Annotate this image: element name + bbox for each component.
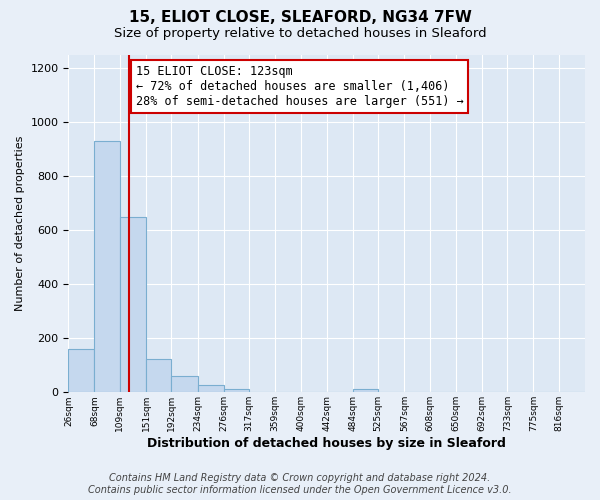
- X-axis label: Distribution of detached houses by size in Sleaford: Distribution of detached houses by size …: [147, 437, 506, 450]
- Text: 15, ELIOT CLOSE, SLEAFORD, NG34 7FW: 15, ELIOT CLOSE, SLEAFORD, NG34 7FW: [128, 10, 472, 25]
- Bar: [68, 349, 94, 393]
- Bar: [224, 389, 249, 392]
- Text: Size of property relative to detached houses in Sleaford: Size of property relative to detached ho…: [113, 28, 487, 40]
- Bar: [197, 384, 224, 392]
- Bar: [120, 217, 146, 392]
- Bar: [172, 376, 197, 392]
- Y-axis label: Number of detached properties: Number of detached properties: [15, 136, 25, 312]
- Text: 15 ELIOT CLOSE: 123sqm
← 72% of detached houses are smaller (1,406)
28% of semi-: 15 ELIOT CLOSE: 123sqm ← 72% of detached…: [136, 65, 463, 108]
- Bar: [353, 389, 378, 392]
- Text: Contains HM Land Registry data © Crown copyright and database right 2024.
Contai: Contains HM Land Registry data © Crown c…: [88, 474, 512, 495]
- Bar: [94, 142, 120, 392]
- Bar: [146, 358, 172, 392]
